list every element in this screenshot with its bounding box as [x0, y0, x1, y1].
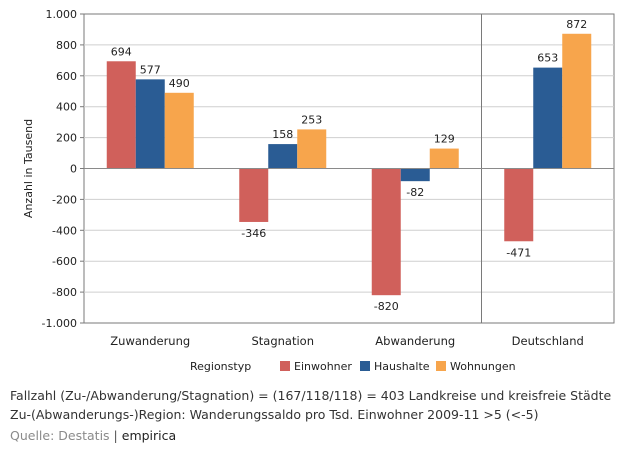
bar-einwohner-stagnation	[239, 168, 269, 222]
bar-haushalte-zuwanderung	[135, 79, 165, 169]
y-tick-label: -200	[52, 193, 77, 206]
y-tick-label: 800	[56, 39, 77, 52]
x-category-label: Stagnation	[251, 334, 314, 348]
bar-haushalte-stagnation	[268, 144, 298, 169]
data-label: 129	[434, 133, 455, 146]
data-label: 577	[140, 63, 161, 76]
data-label: 653	[537, 52, 558, 65]
legend-swatch-haushalte	[360, 361, 370, 371]
legend-label-haushalte: Haushalte	[374, 360, 430, 373]
y-axis-label: Anzahl in Tausend	[22, 119, 35, 218]
source-line: Quelle: Destatis | empirica	[10, 428, 176, 443]
bar-wohnungen-deutschland	[562, 33, 592, 169]
y-tick-label: 200	[56, 132, 77, 145]
y-tick-label: 400	[56, 101, 77, 114]
y-tick-label: -400	[52, 224, 77, 237]
bar-wohnungen-abwanderung	[429, 148, 459, 169]
x-category-label: Zuwanderung	[110, 334, 190, 348]
y-tick-label: -600	[52, 255, 77, 268]
bar-chart: -1.000 -800 -600 -400 -200 0 200 400 600 800 1.000…	[22, 8, 615, 373]
bar-einwohner-abwanderung	[371, 168, 401, 296]
y-tick-label: -1.000	[42, 317, 77, 330]
data-label: 253	[301, 113, 322, 126]
bar-haushalte-deutschland	[533, 67, 563, 169]
bar-einwohner-zuwanderung	[106, 61, 136, 169]
region-definition-note: Zu-(Abwanderungs-)Region: Wanderungssald…	[10, 407, 539, 422]
x-category-label: Deutschland	[512, 334, 584, 348]
bar-haushalte-abwanderung	[400, 168, 430, 182]
y-tick-label: 1.000	[46, 8, 78, 21]
y-tick-label: -800	[52, 286, 77, 299]
source-separator: |	[113, 428, 118, 443]
legend-label-einwohner: Einwohner	[294, 360, 352, 373]
data-label: -471	[506, 246, 531, 259]
y-tick-label: 600	[56, 70, 77, 83]
bar-einwohner-deutschland	[504, 168, 534, 242]
bar-wohnungen-stagnation	[297, 129, 327, 169]
data-label: -346	[241, 227, 266, 240]
case-count-note: Fallzahl (Zu-/Abwanderung/Stagnation) = …	[10, 388, 612, 403]
data-label: 490	[169, 77, 190, 90]
source-label: Quelle: Destatis	[10, 428, 110, 443]
data-label: 694	[111, 45, 132, 58]
data-label: -820	[374, 300, 399, 313]
legend-swatch-wohnungen	[436, 361, 446, 371]
legend-swatch-einwohner	[280, 361, 290, 371]
x-axis-label: Regionstyp	[190, 360, 251, 373]
legend-label-wohnungen: Wohnungen	[450, 360, 516, 373]
bar-wohnungen-zuwanderung	[164, 92, 194, 169]
data-label: -82	[406, 186, 424, 199]
data-label: 158	[272, 128, 293, 141]
data-label: 872	[566, 18, 587, 31]
source-brand: empirica	[121, 428, 177, 443]
x-category-label: Abwanderung	[375, 334, 455, 348]
y-tick-label: 0	[70, 163, 77, 176]
